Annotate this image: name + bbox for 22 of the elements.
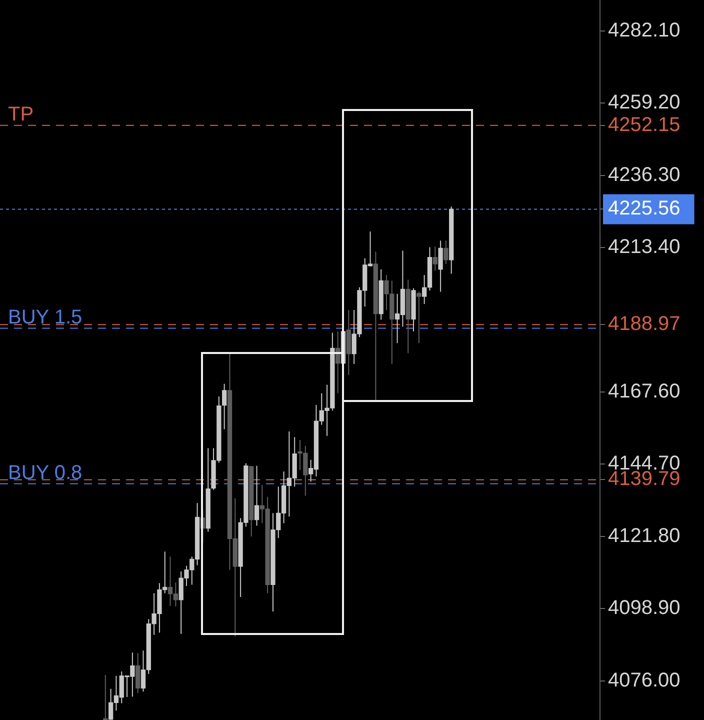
- ref-line-label: BUY 0.8: [8, 462, 82, 484]
- candlestick: [416, 291, 422, 344]
- ref-line-label: BUY 1.5: [8, 306, 82, 328]
- candlestick: [444, 240, 448, 264]
- candlestick: [422, 274, 427, 305]
- y-tick-label: 4167.60: [608, 380, 680, 403]
- y-tick-label: 4076.00: [608, 669, 680, 692]
- candlestick: [438, 240, 443, 292]
- y-tick-label: 4236.30: [608, 164, 680, 186]
- y-tick-label: 4188.97: [608, 313, 680, 336]
- y-tick-label: 4252.15: [608, 114, 680, 136]
- y-tick-label: 4121.80: [608, 524, 680, 547]
- ref-line-label: TP: [8, 103, 34, 126]
- candlestick: [432, 246, 438, 272]
- y-tick-label: 4259.20: [608, 92, 680, 114]
- candlestick: [136, 652, 140, 694]
- candlestick: [254, 465, 260, 526]
- y-tick-label: 4213.40: [608, 236, 680, 258]
- candlestick: [222, 383, 227, 430]
- y-tick-label: 4225.56: [608, 198, 680, 220]
- y-tick-label: 4282.10: [608, 19, 680, 42]
- y-tick-label: 4098.90: [608, 597, 680, 620]
